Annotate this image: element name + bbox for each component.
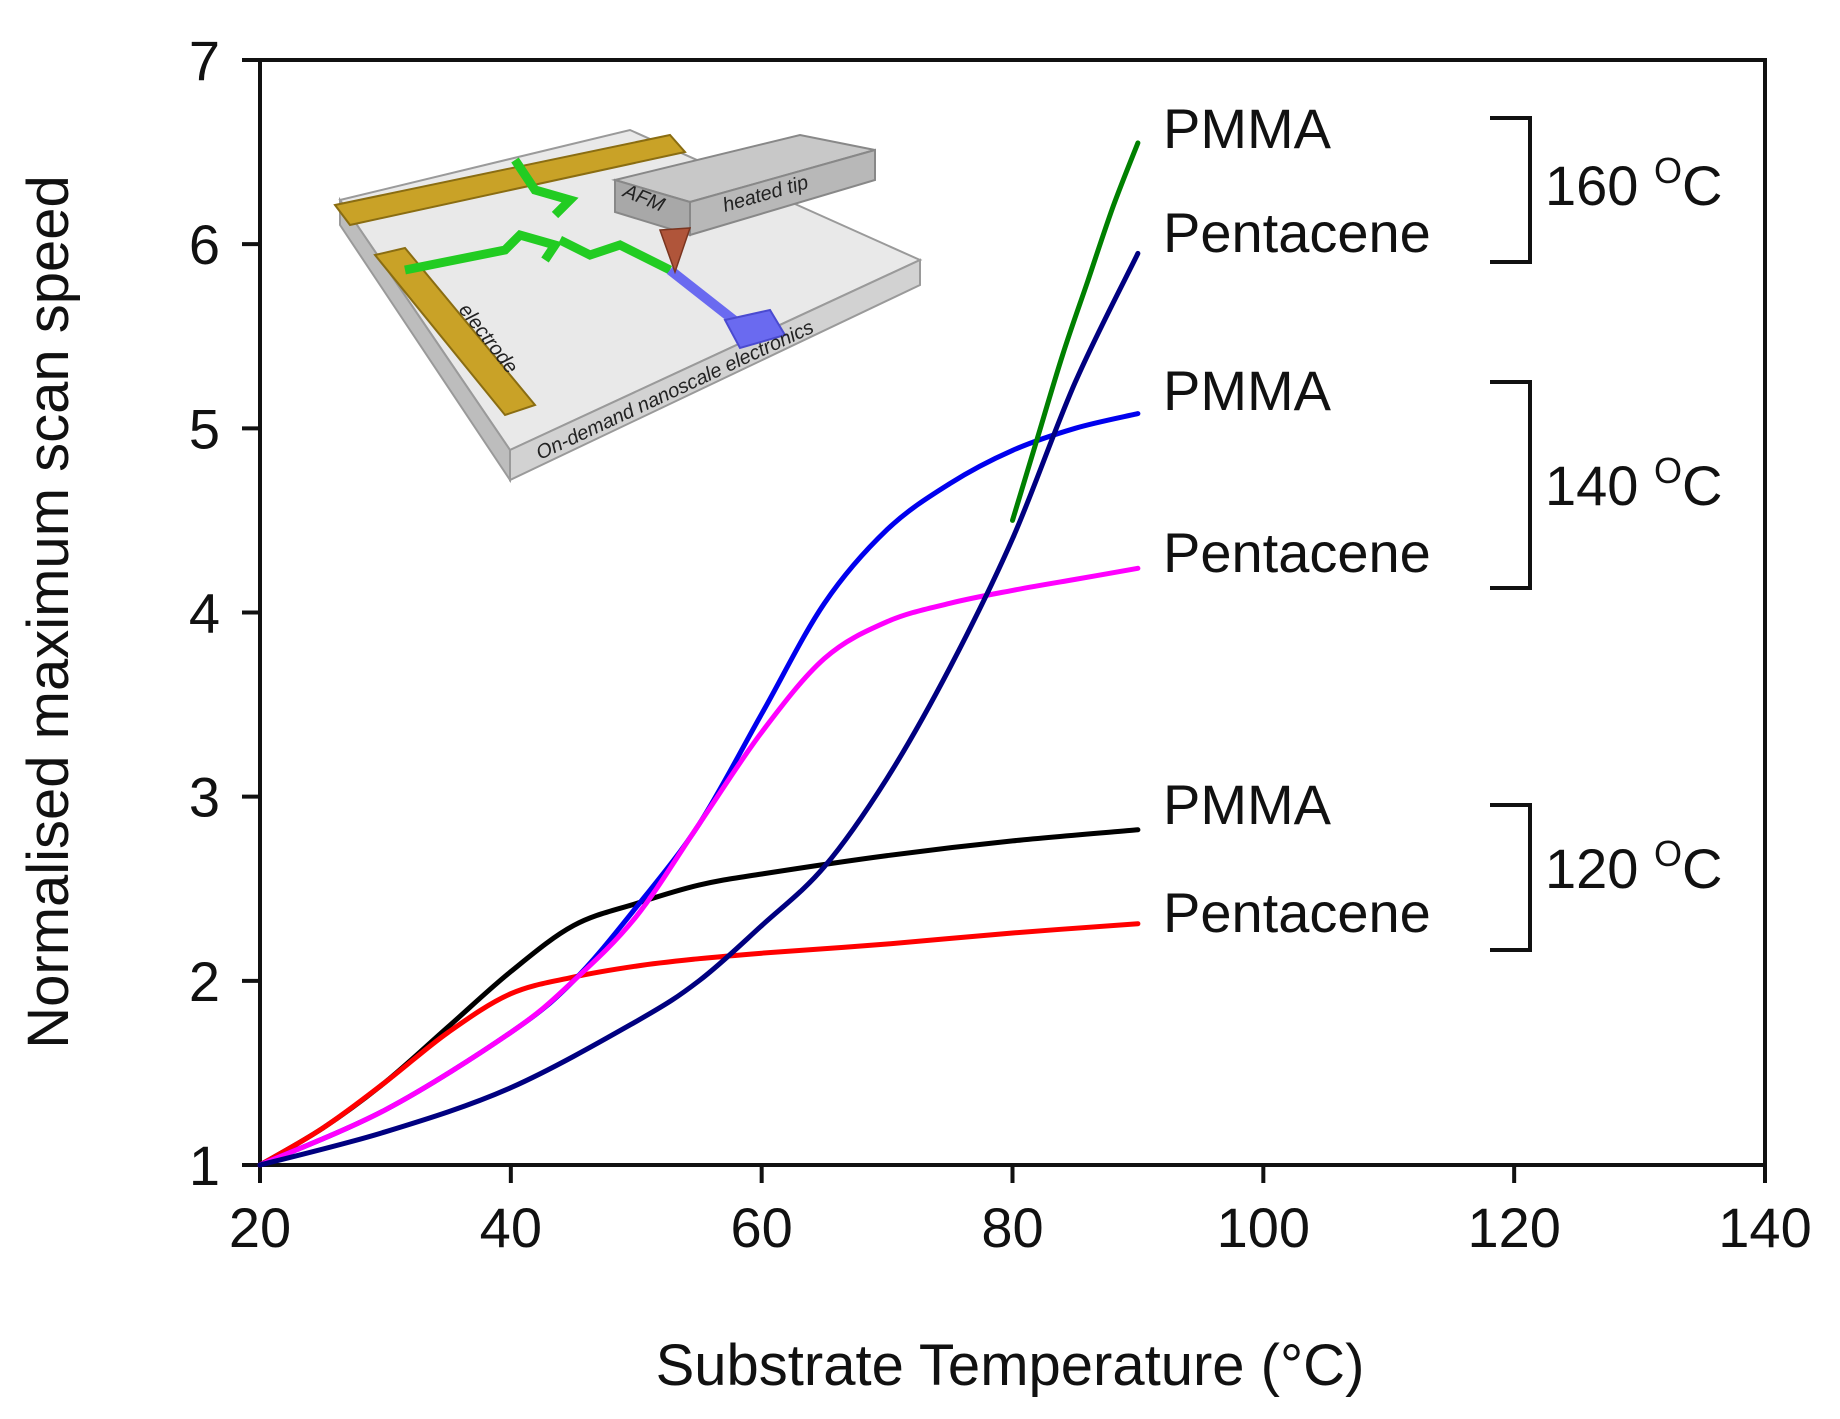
electrode-left (373, 246, 537, 417)
series-line-pmma-120 (257, 827, 1141, 1168)
series-label-pmma-120: PMMA (1163, 773, 1332, 836)
x-tick-label: 60 (731, 1196, 793, 1259)
electrode-top (333, 133, 687, 227)
substrate-side (339, 196, 511, 484)
wire-1 (511, 157, 579, 219)
x-axis-title-unit: °C (1280, 1333, 1345, 1398)
group-label-160: 160 OC (1545, 150, 1722, 217)
x-axis-title: Substrate Temperature (°C) (656, 1333, 1365, 1398)
x-tick-label: 20 (229, 1196, 291, 1259)
series-line-pmma-160 (1010, 140, 1141, 523)
series-label-pentacene-160: Pentacene (1163, 201, 1431, 264)
x-tick-label: 140 (1718, 1196, 1811, 1259)
y-axis: 1 2 3 4 5 6 7 (189, 29, 260, 1197)
group-brackets: 160 OC 140 OC 120 OC (1490, 116, 1722, 952)
heated-tip (658, 227, 692, 275)
y-tick-label: 3 (189, 766, 220, 829)
series-line-pmma-140 (257, 411, 1141, 1168)
y-axis-title: Normalised maximum scan speed (16, 175, 81, 1049)
series-label-pentacene-120: Pentacene (1163, 881, 1431, 944)
wire-2 (404, 229, 563, 275)
y-tick-label: 2 (189, 950, 220, 1013)
series-line-pentacene-140 (257, 565, 1141, 1168)
y-tick-label: 6 (189, 213, 220, 276)
series-label-pentacene-140: Pentacene (1163, 521, 1431, 584)
inset-illustration: electrode AFM heated tip On-demand nanos… (333, 128, 923, 484)
series-layer (257, 140, 1141, 1168)
x-axis-title-close: ) (1345, 1333, 1364, 1398)
series-line-pentacene-120 (257, 921, 1141, 1168)
series-line-pentacene-160 (257, 250, 1141, 1168)
x-tick-label: 120 (1467, 1196, 1560, 1259)
group-bracket-140 (1490, 380, 1532, 590)
x-axis: 20 40 60 80 100 120 140 (229, 1165, 1812, 1259)
group-label-120: 120 OC (1545, 833, 1722, 900)
blue-pad (723, 308, 787, 350)
wire-3 (557, 235, 673, 275)
y-tick-label: 7 (189, 29, 220, 92)
x-tick-label: 80 (981, 1196, 1043, 1259)
group-bracket-160 (1490, 116, 1532, 264)
group-label-140: 140 OC (1545, 450, 1722, 517)
y-tick-label: 5 (189, 397, 220, 460)
x-axis-title-text: Substrate Temperature ( (656, 1333, 1280, 1398)
y-tick-label: 1 (189, 1134, 220, 1197)
x-tick-label: 40 (480, 1196, 542, 1259)
y-tick-label: 4 (189, 582, 220, 645)
group-bracket-120 (1490, 803, 1532, 952)
series-labels: PMMA Pentacene PMMA Pentacene PMMA Pentacene (1163, 97, 1431, 944)
blue-trace (666, 266, 744, 329)
x-tick-label: 100 (1217, 1196, 1310, 1259)
series-label-pmma-140: PMMA (1163, 359, 1332, 422)
afm-cantilever-side (689, 148, 876, 237)
series-label-pmma-160: PMMA (1163, 97, 1332, 160)
